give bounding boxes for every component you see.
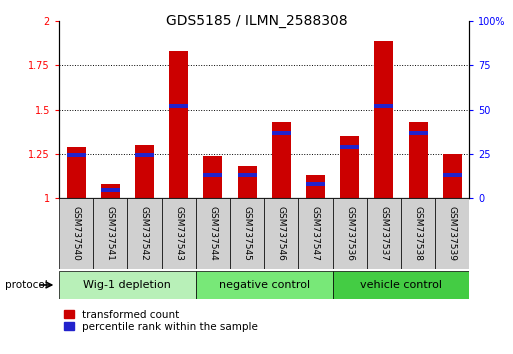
Bar <box>67 147 86 198</box>
Bar <box>306 175 325 198</box>
Bar <box>59 271 196 299</box>
Bar <box>272 122 291 198</box>
Text: protocol: protocol <box>5 280 48 290</box>
Bar <box>443 173 462 177</box>
Text: GSM737537: GSM737537 <box>380 206 388 261</box>
Bar <box>272 131 291 135</box>
Bar <box>367 198 401 269</box>
Bar <box>306 182 325 186</box>
Bar <box>374 104 393 108</box>
Bar <box>93 198 127 269</box>
Bar <box>204 156 222 198</box>
Text: GSM737547: GSM737547 <box>311 206 320 261</box>
Bar <box>299 198 332 269</box>
Text: GSM737546: GSM737546 <box>277 206 286 261</box>
Text: GSM737542: GSM737542 <box>140 206 149 261</box>
Bar <box>409 131 427 135</box>
Text: GSM737541: GSM737541 <box>106 206 115 261</box>
Bar <box>196 271 332 299</box>
Text: GSM737538: GSM737538 <box>413 206 423 261</box>
Bar <box>374 41 393 198</box>
Bar <box>340 136 359 198</box>
Legend: transformed count, percentile rank within the sample: transformed count, percentile rank withi… <box>64 310 258 332</box>
Bar <box>196 198 230 269</box>
Bar <box>435 198 469 269</box>
Bar <box>238 166 256 198</box>
Bar <box>204 173 222 177</box>
Text: negative control: negative control <box>219 280 310 290</box>
Text: GDS5185 / ILMN_2588308: GDS5185 / ILMN_2588308 <box>166 14 347 28</box>
Text: GSM737536: GSM737536 <box>345 206 354 261</box>
Bar <box>162 198 196 269</box>
Text: GSM737543: GSM737543 <box>174 206 183 261</box>
Bar <box>332 271 469 299</box>
Bar <box>230 198 264 269</box>
Bar <box>101 184 120 198</box>
Bar <box>135 153 154 157</box>
Text: Wig-1 depletion: Wig-1 depletion <box>84 280 171 290</box>
Text: GSM737545: GSM737545 <box>243 206 251 261</box>
Bar <box>169 104 188 108</box>
Bar <box>59 198 93 269</box>
Bar <box>264 198 299 269</box>
Bar <box>67 153 86 157</box>
Bar <box>332 198 367 269</box>
Bar <box>135 145 154 198</box>
Text: GSM737544: GSM737544 <box>208 206 218 261</box>
Text: vehicle control: vehicle control <box>360 280 442 290</box>
Bar <box>238 173 256 177</box>
Bar <box>169 51 188 198</box>
Bar <box>443 154 462 198</box>
Text: GSM737540: GSM737540 <box>72 206 81 261</box>
Bar <box>127 198 162 269</box>
Bar <box>401 198 435 269</box>
Bar <box>340 145 359 149</box>
Bar <box>409 122 427 198</box>
Text: GSM737539: GSM737539 <box>448 206 457 261</box>
Bar <box>101 188 120 192</box>
